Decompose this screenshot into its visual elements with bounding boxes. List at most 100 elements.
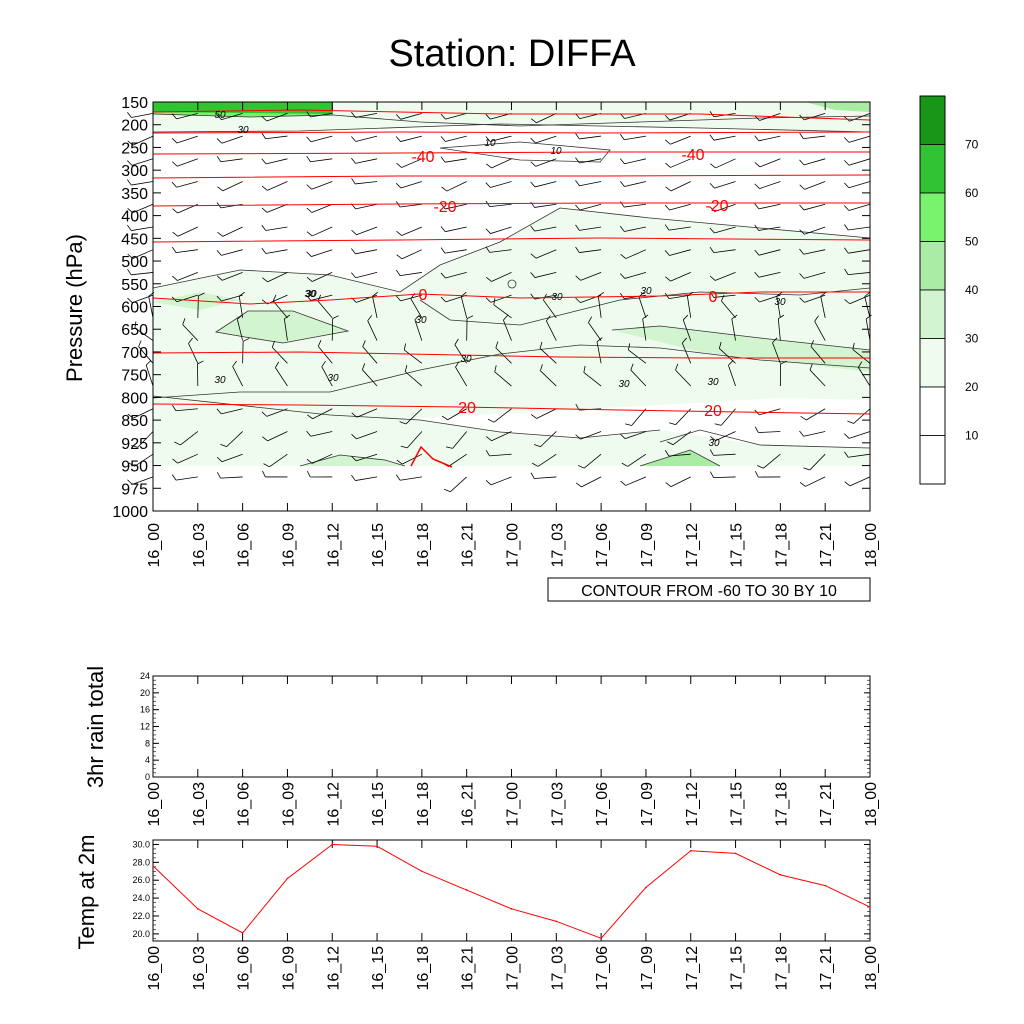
rain-x-tick-6: 16_18	[415, 782, 432, 827]
temperature-contour-label-0: -40	[411, 149, 434, 166]
wind-barb-115	[399, 408, 423, 425]
humidity-contour-label-15: 30	[304, 289, 316, 300]
wind-barb-117	[396, 453, 423, 465]
temp-x-tick-7: 16_21	[460, 946, 477, 991]
y-tick-label-10: 650	[121, 322, 148, 339]
rain-x-tick-7: 16_21	[460, 782, 477, 827]
humidity-contour-label-0: 50	[214, 110, 226, 121]
wind-barb-90	[351, 226, 378, 236]
temperature-contour-label-2: -20	[433, 199, 456, 216]
wind-barb-284	[858, 361, 871, 387]
wind-barb-103	[395, 135, 422, 142]
humidity-contour-label-5: 30	[551, 292, 563, 303]
wind-barb-225	[709, 203, 736, 212]
wind-barb-260	[799, 226, 826, 235]
wind-barb-23	[171, 246, 198, 254]
wind-barb-262	[799, 272, 826, 279]
wind-barb-191	[620, 201, 646, 208]
x-tick-label-14: 17_18	[773, 523, 790, 568]
temperature-contour-labels: -40 -40 -20 -20 0 0 20 20	[411, 147, 728, 420]
wind-barb-168	[532, 453, 557, 467]
wind-barb-133	[446, 431, 467, 449]
y-tick-label-18: 1000	[112, 504, 148, 521]
colorbar-box-1	[919, 144, 946, 194]
wind-barb-87	[351, 157, 378, 164]
wind-barb-219	[665, 450, 691, 457]
wind-barb-233	[728, 360, 736, 387]
wind-barb-16	[127, 476, 154, 485]
humidity-contour-label-6: 30	[640, 286, 652, 297]
temp-y-tick-0: 20.0	[132, 929, 150, 939]
wind-barb-190	[619, 181, 647, 187]
wind-barb-216	[675, 363, 692, 387]
wind-barb-53	[261, 158, 288, 165]
wind-barb-141	[485, 226, 512, 234]
wind-barb-222	[709, 134, 736, 141]
wind-barb-138	[486, 158, 512, 169]
temp-point-16	[869, 906, 871, 908]
wind-barb-116	[400, 431, 423, 449]
wind-barb-227	[709, 246, 736, 253]
wind-barb-118	[395, 474, 422, 481]
wind-barb-77	[317, 294, 333, 319]
colorbar-label-3: 40	[965, 283, 979, 297]
wind-barb-250	[779, 360, 787, 387]
wind-barb-73	[306, 226, 333, 237]
wind-barb-63	[275, 361, 288, 387]
temp-x-tick-4: 16_12	[325, 946, 342, 991]
colorbar-box-3	[919, 241, 946, 291]
wind-barb-43	[238, 291, 245, 318]
y-tick-label-9: 600	[121, 300, 148, 317]
colorbar-box-6	[919, 386, 946, 436]
wind-barb-193	[620, 249, 647, 259]
humidity-contour-label-4: 30	[305, 289, 317, 300]
wind-barb-240	[754, 158, 781, 168]
wind-barb-126	[440, 272, 467, 279]
wind-barb-153	[530, 112, 557, 124]
wind-barb-51	[261, 112, 288, 122]
wind-barb-102	[395, 112, 422, 120]
wind-barb-49	[216, 453, 243, 463]
wind-barb-120	[440, 135, 467, 142]
wind-barb-54	[261, 181, 288, 191]
y-tick-label-14: 850	[121, 413, 148, 430]
temp-frame	[152, 839, 871, 942]
colorbar-box-7	[919, 435, 946, 485]
wind-barb-267	[809, 363, 826, 387]
wind-barb-194	[619, 272, 647, 279]
wind-barb-235	[710, 431, 736, 442]
rain-x-tick-13: 17_15	[729, 782, 746, 827]
wind-barb-198	[628, 343, 647, 364]
rain-x-tick-14: 17_18	[773, 782, 790, 827]
rain-x-tick-2: 16_06	[236, 782, 253, 827]
wind-barb-231	[731, 314, 738, 341]
wind-barb-189	[619, 158, 647, 165]
wind-barb-257	[799, 158, 826, 166]
temp-x-tick-3: 16_09	[280, 946, 297, 991]
wind-barb-10	[134, 321, 154, 341]
wind-barb-98	[351, 408, 378, 418]
wind-barb-76	[306, 294, 333, 301]
wind-barb-209	[664, 224, 691, 231]
wind-barb-185	[577, 453, 602, 469]
temp-point-8	[510, 908, 513, 910]
temperature-contour-label-6: 20	[458, 400, 476, 417]
wind-barb-99	[351, 431, 378, 440]
wind-barb-258	[799, 181, 826, 190]
wind-barb-269	[799, 430, 826, 437]
wind-barb-68	[306, 111, 333, 118]
wind-barb-203	[620, 476, 647, 486]
wind-barb-273	[844, 135, 871, 143]
temp-x-tick-5: 16_15	[370, 946, 387, 991]
wind-barb-48	[220, 431, 243, 447]
temperature-contour-line-8	[152, 403, 871, 415]
humidity-contours	[152, 113, 871, 467]
wind-barb-44	[236, 314, 244, 341]
wind-barb-287	[844, 451, 871, 458]
wind-barb-213	[686, 291, 694, 318]
humidity-contour-line-8	[659, 429, 871, 449]
temp-point-6	[421, 870, 423, 873]
wind-barb-83	[306, 453, 333, 464]
wind-barb-195	[619, 293, 647, 300]
